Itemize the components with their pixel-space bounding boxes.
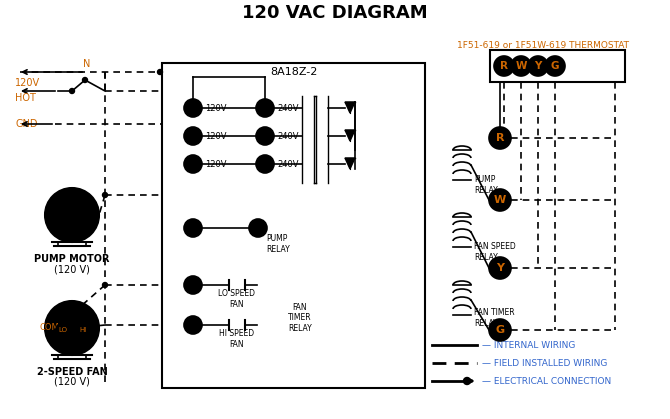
Text: 120V: 120V xyxy=(15,78,40,88)
Text: FAN SPEED
RELAY: FAN SPEED RELAY xyxy=(474,242,516,262)
Circle shape xyxy=(249,219,267,237)
Text: PUMP
RELAY: PUMP RELAY xyxy=(474,175,498,195)
Text: — INTERNAL WIRING: — INTERNAL WIRING xyxy=(482,341,576,349)
Circle shape xyxy=(511,56,531,76)
Text: P1: P1 xyxy=(252,223,264,233)
Text: R: R xyxy=(496,133,505,143)
Text: COM: COM xyxy=(40,323,60,333)
Text: HI: HI xyxy=(79,327,86,333)
Circle shape xyxy=(45,188,99,242)
Text: N: N xyxy=(83,59,90,69)
Circle shape xyxy=(528,56,548,76)
Text: LO: LO xyxy=(58,327,68,333)
Text: — ELECTRICAL CONNECTION: — ELECTRICAL CONNECTION xyxy=(482,377,611,385)
Polygon shape xyxy=(345,130,355,141)
Bar xyxy=(162,63,425,388)
Text: FAN TIMER
RELAY: FAN TIMER RELAY xyxy=(474,308,515,328)
Text: Y: Y xyxy=(534,61,541,71)
Text: Y: Y xyxy=(496,263,504,273)
Circle shape xyxy=(82,78,88,83)
Circle shape xyxy=(56,323,70,337)
Circle shape xyxy=(489,257,511,279)
Text: 120V: 120V xyxy=(205,103,226,112)
Circle shape xyxy=(63,199,81,217)
Text: PUMP
RELAY: PUMP RELAY xyxy=(266,234,289,253)
Circle shape xyxy=(489,189,511,211)
Circle shape xyxy=(70,88,74,93)
Polygon shape xyxy=(345,102,355,113)
Text: L2: L2 xyxy=(259,103,271,112)
Text: G: G xyxy=(495,325,505,335)
Circle shape xyxy=(464,378,470,385)
Circle shape xyxy=(256,155,274,173)
Text: N: N xyxy=(190,103,196,112)
Text: LO SPEED
FAN: LO SPEED FAN xyxy=(218,289,255,309)
Circle shape xyxy=(494,56,514,76)
Circle shape xyxy=(184,219,202,237)
Text: W: W xyxy=(515,61,527,71)
Circle shape xyxy=(103,192,107,197)
Circle shape xyxy=(184,155,202,173)
Text: P2: P2 xyxy=(259,132,271,140)
Text: 8A18Z-2: 8A18Z-2 xyxy=(270,67,317,77)
Circle shape xyxy=(184,99,202,117)
Text: (120 V): (120 V) xyxy=(54,264,90,274)
Text: 240V: 240V xyxy=(277,160,299,168)
Circle shape xyxy=(545,56,565,76)
Text: L1: L1 xyxy=(188,223,198,233)
Circle shape xyxy=(184,127,202,145)
Text: 120V: 120V xyxy=(205,132,226,140)
Text: GND: GND xyxy=(15,119,38,129)
Text: 240V: 240V xyxy=(277,103,299,112)
Circle shape xyxy=(256,99,274,117)
Text: 120V: 120V xyxy=(205,160,226,168)
Text: FAN
TIMER
RELAY: FAN TIMER RELAY xyxy=(288,303,312,333)
Circle shape xyxy=(63,213,81,231)
Circle shape xyxy=(489,127,511,149)
Circle shape xyxy=(103,282,107,287)
Circle shape xyxy=(256,127,274,145)
Text: 240V: 240V xyxy=(277,132,299,140)
Circle shape xyxy=(184,276,202,294)
Text: P2: P2 xyxy=(187,132,199,140)
Text: 2-SPEED FAN: 2-SPEED FAN xyxy=(37,367,107,377)
Text: LO: LO xyxy=(187,280,199,290)
Text: F2: F2 xyxy=(259,160,271,168)
Text: 120 VAC DIAGRAM: 120 VAC DIAGRAM xyxy=(242,4,428,22)
Text: W: W xyxy=(494,195,506,205)
Circle shape xyxy=(76,323,90,337)
Bar xyxy=(490,50,625,82)
Text: R: R xyxy=(500,61,508,71)
Text: (120 V): (120 V) xyxy=(54,377,90,387)
Text: PUMP MOTOR: PUMP MOTOR xyxy=(34,254,110,264)
Polygon shape xyxy=(345,158,355,169)
Text: — FIELD INSTALLED WIRING: — FIELD INSTALLED WIRING xyxy=(482,359,608,367)
Circle shape xyxy=(184,316,202,334)
Text: 1F51-619 or 1F51W-619 THERMOSTAT: 1F51-619 or 1F51W-619 THERMOSTAT xyxy=(457,41,629,49)
Text: F2: F2 xyxy=(187,160,199,168)
Text: G: G xyxy=(551,61,559,71)
Text: HOT: HOT xyxy=(15,93,36,103)
Circle shape xyxy=(489,319,511,341)
Circle shape xyxy=(157,70,163,75)
Text: HI: HI xyxy=(188,321,198,329)
Circle shape xyxy=(66,323,80,337)
Circle shape xyxy=(45,301,99,355)
Text: HI SPEED
FAN: HI SPEED FAN xyxy=(220,329,255,349)
